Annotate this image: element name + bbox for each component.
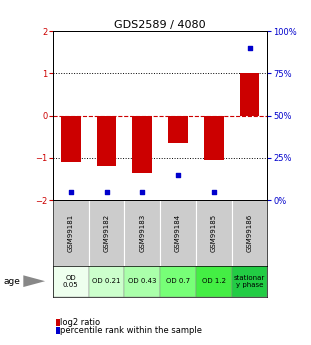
Point: [211, 189, 216, 194]
Bar: [204, 116, 224, 160]
Point: [104, 189, 109, 194]
Text: OD 1.2: OD 1.2: [202, 278, 226, 284]
Bar: [232, 266, 267, 297]
Bar: [124, 266, 160, 297]
Text: percentile rank within the sample: percentile rank within the sample: [60, 326, 202, 335]
Point: [175, 172, 180, 177]
Text: OD 0.21: OD 0.21: [92, 278, 121, 284]
Text: stationar
y phase: stationar y phase: [234, 275, 265, 288]
Bar: [97, 116, 116, 166]
Polygon shape: [23, 275, 45, 287]
Bar: [124, 200, 160, 266]
Text: GSM99182: GSM99182: [104, 214, 109, 252]
Bar: [89, 200, 124, 266]
Bar: [61, 116, 81, 162]
Bar: [240, 73, 259, 116]
Bar: [160, 200, 196, 266]
Title: GDS2589 / 4080: GDS2589 / 4080: [114, 20, 206, 30]
Bar: [196, 200, 232, 266]
Text: GSM99181: GSM99181: [68, 214, 74, 252]
Text: age: age: [3, 277, 20, 286]
Text: OD 0.43: OD 0.43: [128, 278, 156, 284]
Text: GSM99184: GSM99184: [175, 214, 181, 252]
Text: OD
0.05: OD 0.05: [63, 275, 79, 288]
Bar: [132, 116, 152, 172]
Point: [140, 189, 145, 194]
Bar: [89, 266, 124, 297]
Point: [68, 189, 73, 194]
Bar: [232, 200, 267, 266]
Text: log2 ratio: log2 ratio: [60, 318, 100, 327]
Bar: [196, 266, 232, 297]
Bar: [53, 266, 89, 297]
Text: GSM99185: GSM99185: [211, 214, 217, 252]
Bar: [53, 200, 89, 266]
Text: GSM99183: GSM99183: [139, 214, 145, 252]
Bar: [160, 266, 196, 297]
Bar: [168, 116, 188, 143]
Text: OD 0.7: OD 0.7: [166, 278, 190, 284]
Text: GSM99186: GSM99186: [247, 214, 253, 252]
Point: [247, 45, 252, 51]
